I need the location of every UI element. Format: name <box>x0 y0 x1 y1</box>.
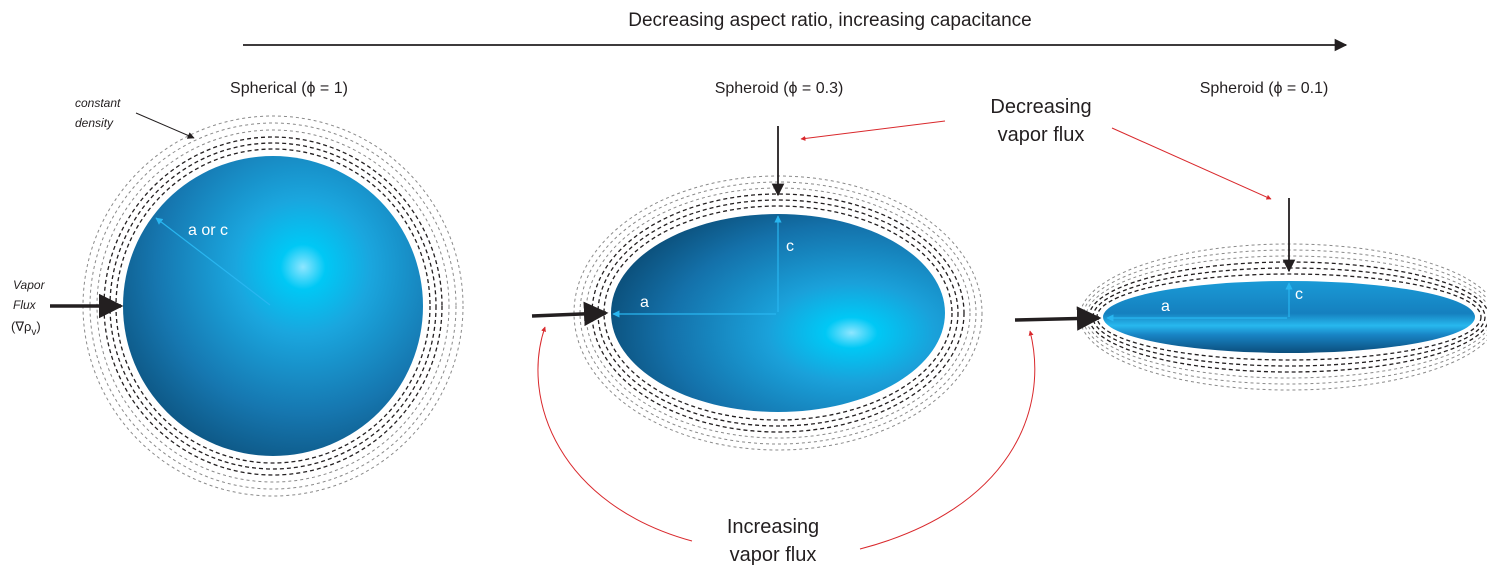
constant-density-pointer <box>135 112 195 139</box>
increasing-label-line1: Increasing <box>727 516 819 538</box>
sphere-radius-line <box>155 217 271 306</box>
constant-density-label-line2: density <box>75 116 114 130</box>
constant-density-label-line1: constant <box>75 96 121 110</box>
spheroid-01-a-label: a <box>1161 298 1170 315</box>
vapor-flux-label-line1: Vapor <box>13 278 46 292</box>
decreasing-label-line1: Decreasing <box>990 96 1091 118</box>
spheroid-03-title: Spheroid (ϕ = 0.3) <box>715 80 844 97</box>
decreasing-label-line2: vapor flux <box>998 124 1085 146</box>
spheroid-01-group: Spheroid (ϕ = 0.1) a c <box>1014 80 1487 391</box>
vapor-flux-label-line2: Flux <box>13 298 37 312</box>
increasing-pointer-left <box>537 326 693 542</box>
spheroid-03-c-label: c <box>786 238 794 255</box>
spheroid-03-a-label: a <box>640 294 649 311</box>
sphere-title: Spherical (ϕ = 1) <box>230 80 348 97</box>
increasing-label-line2: vapor flux <box>730 544 817 566</box>
decreasing-pointer-right <box>1111 127 1272 200</box>
vapor-flux-arrow-spheroid-03-side <box>531 301 609 327</box>
spheroid-03-body <box>611 214 945 412</box>
increasing-flux-annotation: Increasing vapor flux <box>537 326 1036 566</box>
sphere-group: Spherical (ϕ = 1) a or c constant densit… <box>11 80 464 497</box>
spheroid-01-c-label: c <box>1295 286 1303 303</box>
spheroid-03-group: Spheroid (ϕ = 0.3) a c <box>531 80 983 451</box>
spheroid-01-title: Spheroid (ϕ = 0.1) <box>1200 80 1329 97</box>
vapor-flux-arrow-spheroid-01-side <box>1014 306 1102 331</box>
decreasing-pointer-left <box>800 120 946 141</box>
vapor-flux-label-line3: (∇ρv) <box>11 319 41 338</box>
sphere-radius-label: a or c <box>188 222 228 239</box>
increasing-pointer-right <box>859 330 1036 550</box>
header-title: Decreasing aspect ratio, increasing capa… <box>628 10 1031 31</box>
decreasing-flux-annotation: Decreasing vapor flux <box>800 96 1272 200</box>
sphere-body <box>123 156 423 456</box>
